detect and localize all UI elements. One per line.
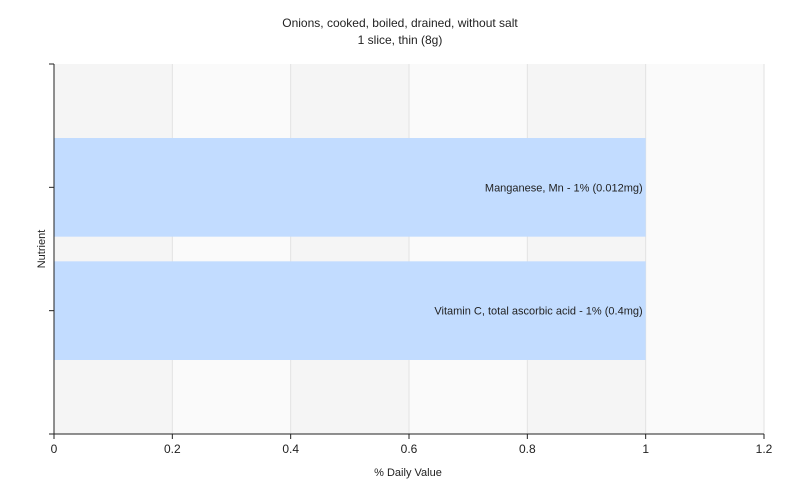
x-tick-label: 0.8 (519, 442, 536, 456)
x-tick-label: 0.4 (282, 442, 299, 456)
plot-band (172, 64, 291, 434)
plot-band (409, 64, 528, 434)
bar (54, 138, 646, 237)
bar (54, 261, 646, 360)
plot-bands (54, 64, 764, 434)
x-tick-label: 0.6 (401, 442, 418, 456)
axes (49, 63, 765, 439)
plot-band (645, 64, 764, 434)
plot-band (290, 64, 409, 434)
grid-lines (171, 64, 765, 434)
chart-subtitle: 1 slice, thin (8g) (358, 33, 443, 47)
x-tick-label: 0 (51, 442, 58, 456)
x-tick-label: 1 (642, 442, 649, 456)
plot-band (54, 64, 173, 434)
y-axis-label: Nutrient (36, 230, 48, 269)
tick-labels: 0 0.2 0.4 0.6 0.8 1 1.2 (51, 442, 773, 456)
chart-title: Onions, cooked, boiled, drained, without… (282, 16, 518, 30)
x-tick-label: 0.2 (164, 442, 181, 456)
bars: Manganese, Mn - 1% (0.012mg) Vitamin C, t… (54, 138, 646, 360)
bar-label: Manganese, Mn - 1% (0.012mg) (485, 182, 643, 194)
x-tick-label: 1.2 (756, 442, 773, 456)
bar-label: Vitamin C, total ascorbic acid - 1% (0.4… (434, 306, 642, 318)
plot-band (527, 64, 646, 434)
x-axis-label: % Daily Value (374, 467, 442, 479)
